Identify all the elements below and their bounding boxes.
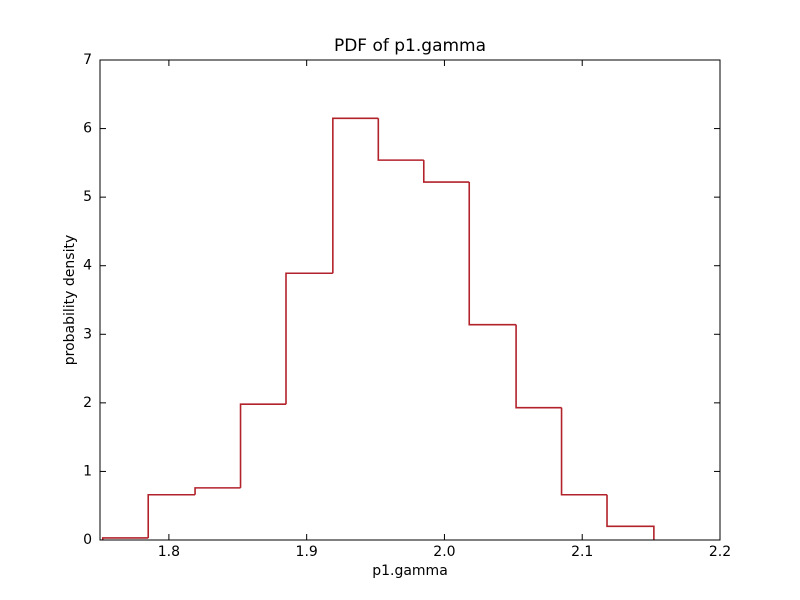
histogram-step (606, 494, 655, 540)
histogram-step (332, 117, 379, 274)
histogram-step (560, 407, 608, 496)
y-tick-label: 6 (83, 121, 92, 137)
histogram-step (101, 537, 149, 540)
y-axis-label: probability density (62, 235, 78, 365)
histogram-step (147, 493, 196, 538)
histogram-step (239, 403, 286, 488)
histogram-step (285, 272, 333, 405)
y-tick-label: 0 (83, 532, 92, 548)
x-tick-label: 2.2 (709, 544, 731, 560)
y-tick-label: 3 (83, 326, 92, 342)
histogram-step (194, 487, 241, 495)
histogram-step (515, 324, 562, 409)
plot-frame (99, 59, 721, 541)
x-tick-label: 1.9 (296, 544, 318, 560)
histogram-step (468, 182, 517, 326)
x-tick-label: 2.0 (433, 544, 455, 560)
y-tick-label: 2 (83, 395, 92, 411)
x-axis-label: p1.gamma (372, 563, 448, 579)
x-tick-label: 1.8 (158, 544, 180, 560)
y-tick-label: 4 (83, 258, 92, 274)
x-tick-label: 2.1 (571, 544, 593, 560)
histogram-step (377, 118, 424, 161)
chart-title: PDF of p1.gamma (334, 36, 486, 56)
y-tick-label: 5 (83, 189, 92, 205)
y-tick-label: 1 (83, 463, 92, 479)
y-tick-label: 7 (83, 52, 92, 68)
histogram-step (422, 160, 470, 183)
